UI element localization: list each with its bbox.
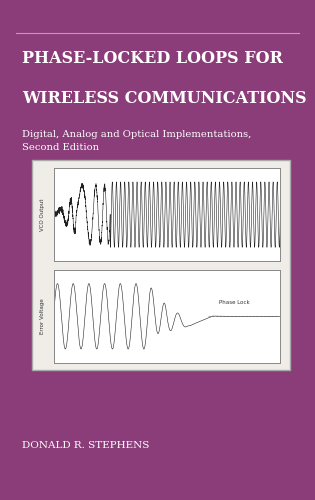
- Text: VCO Output: VCO Output: [40, 198, 45, 231]
- Text: Phase Lock: Phase Lock: [219, 300, 250, 306]
- Bar: [32, 160, 290, 370]
- Text: WIRELESS COMMUNICATIONS: WIRELESS COMMUNICATIONS: [22, 90, 307, 107]
- Text: PHASE-LOCKED LOOPS FOR: PHASE-LOCKED LOOPS FOR: [22, 50, 283, 67]
- Text: DONALD R. STEPHENS: DONALD R. STEPHENS: [22, 441, 149, 450]
- Text: Error Voltage: Error Voltage: [40, 298, 45, 334]
- Text: Digital, Analog and Optical Implementations,
Second Edition: Digital, Analog and Optical Implementati…: [22, 130, 251, 152]
